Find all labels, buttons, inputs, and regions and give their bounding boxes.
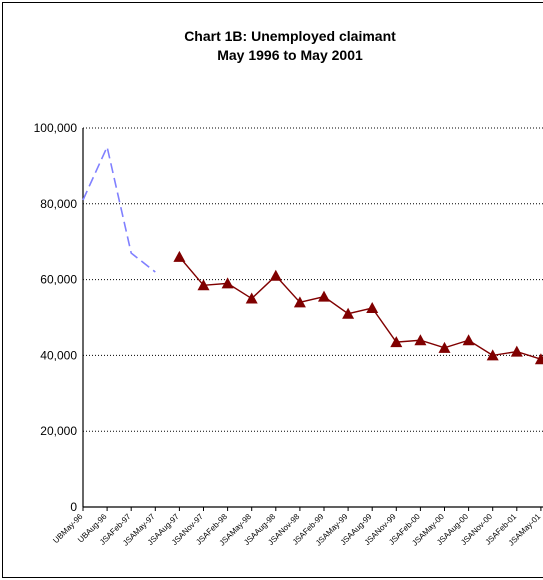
series-line — [178, 256, 542, 360]
point — [197, 279, 210, 291]
y-tick-label: 20,000 — [40, 424, 77, 438]
point — [534, 353, 543, 365]
y-tick-label: 0 — [70, 500, 77, 514]
y-tick-label: 100,000 — [34, 121, 78, 135]
chart-title: Chart 1B: Unemployed claimant — [184, 28, 396, 44]
point — [342, 307, 355, 319]
point — [486, 349, 499, 361]
point — [366, 302, 379, 314]
point — [438, 341, 451, 353]
series-line — [82, 144, 156, 273]
point — [293, 296, 306, 308]
chart-subtitle: May 1996 to May 2001 — [217, 47, 363, 63]
y-tick-label: 60,000 — [40, 273, 77, 287]
point — [221, 277, 234, 289]
point — [245, 292, 258, 304]
point — [390, 336, 403, 348]
point — [173, 250, 186, 262]
point — [318, 290, 330, 302]
point — [462, 334, 475, 346]
point — [269, 269, 282, 281]
y-tick-label: 80,000 — [40, 197, 77, 211]
point — [510, 345, 523, 357]
y-tick-label: 40,000 — [40, 348, 77, 362]
point — [414, 334, 427, 346]
